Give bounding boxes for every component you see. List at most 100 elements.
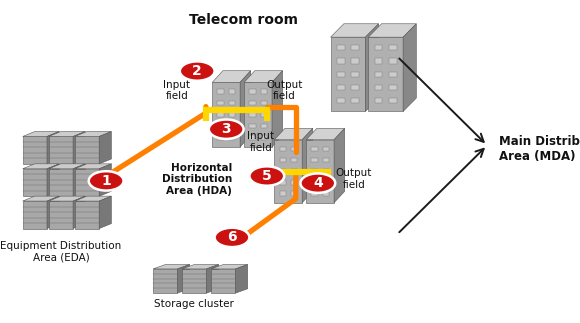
Circle shape <box>249 166 284 186</box>
Bar <box>153 269 177 293</box>
Polygon shape <box>99 196 111 229</box>
Bar <box>274 140 302 203</box>
Bar <box>375 98 382 103</box>
Text: 5: 5 <box>262 169 271 183</box>
Text: Main Distribution
Area (MDA): Main Distribution Area (MDA) <box>499 135 580 162</box>
Bar <box>260 135 267 140</box>
Bar <box>212 82 240 147</box>
Bar <box>249 135 256 140</box>
Bar <box>182 269 206 293</box>
Bar <box>375 85 382 90</box>
Text: Input
field: Input field <box>248 131 274 153</box>
Bar <box>218 124 224 129</box>
Bar <box>49 169 73 196</box>
Bar <box>368 37 403 111</box>
Bar <box>351 58 359 64</box>
Bar <box>229 124 235 129</box>
Bar <box>375 58 382 64</box>
Bar <box>260 101 267 105</box>
Bar <box>322 169 329 173</box>
Polygon shape <box>212 71 251 82</box>
Bar <box>229 135 235 140</box>
Bar <box>229 112 235 117</box>
Bar <box>351 98 359 103</box>
Bar <box>49 201 73 229</box>
Bar <box>23 201 47 229</box>
Bar <box>311 180 318 185</box>
Text: Output
field: Output field <box>266 80 302 101</box>
Text: Horizontal
Distribution
Area (HDA): Horizontal Distribution Area (HDA) <box>162 163 232 196</box>
Polygon shape <box>47 131 59 164</box>
Bar <box>337 45 345 50</box>
Polygon shape <box>23 164 59 169</box>
Polygon shape <box>211 265 248 269</box>
Bar <box>389 45 397 50</box>
Polygon shape <box>403 24 416 111</box>
Polygon shape <box>235 265 248 293</box>
Polygon shape <box>368 24 416 37</box>
Bar <box>229 101 235 105</box>
Polygon shape <box>49 131 85 136</box>
Bar <box>249 101 256 105</box>
Bar <box>291 147 297 151</box>
Bar <box>311 147 318 151</box>
Bar <box>218 135 224 140</box>
Bar <box>337 98 345 103</box>
Bar <box>389 72 397 77</box>
Bar <box>249 89 256 94</box>
Text: 4: 4 <box>313 176 322 190</box>
Text: 6: 6 <box>227 230 237 245</box>
Polygon shape <box>49 196 85 201</box>
Polygon shape <box>182 265 219 269</box>
Polygon shape <box>23 131 59 136</box>
Bar <box>337 72 345 77</box>
Bar <box>260 112 267 117</box>
Polygon shape <box>365 24 379 111</box>
Polygon shape <box>49 164 85 169</box>
Bar <box>291 169 297 173</box>
Polygon shape <box>177 265 190 293</box>
Bar <box>249 112 256 117</box>
Polygon shape <box>73 131 85 164</box>
Bar <box>75 169 99 196</box>
Bar <box>337 58 345 64</box>
Bar <box>351 85 359 90</box>
Text: 2: 2 <box>193 64 202 78</box>
Polygon shape <box>306 128 345 140</box>
Polygon shape <box>302 128 313 203</box>
Bar <box>229 89 235 94</box>
Polygon shape <box>99 131 111 164</box>
Polygon shape <box>272 71 282 147</box>
Polygon shape <box>334 128 345 203</box>
Circle shape <box>180 61 215 81</box>
Bar <box>244 82 272 147</box>
Polygon shape <box>75 164 111 169</box>
Bar <box>331 37 365 111</box>
Bar <box>23 136 47 164</box>
Bar <box>389 98 397 103</box>
Bar <box>337 85 345 90</box>
Circle shape <box>209 120 244 139</box>
Text: Output
field: Output field <box>336 169 372 190</box>
Bar <box>218 89 224 94</box>
Bar <box>351 45 359 50</box>
Bar <box>306 140 334 203</box>
Bar <box>218 112 224 117</box>
Bar <box>351 72 359 77</box>
Text: Storage cluster: Storage cluster <box>154 299 234 308</box>
Text: Input
field: Input field <box>164 80 190 101</box>
Polygon shape <box>274 128 313 140</box>
Bar <box>211 269 235 293</box>
Polygon shape <box>331 24 379 37</box>
Bar <box>322 192 329 196</box>
Polygon shape <box>75 131 111 136</box>
Bar <box>249 124 256 129</box>
Bar <box>311 169 318 173</box>
Bar <box>280 158 286 162</box>
Polygon shape <box>73 196 85 229</box>
Bar <box>260 89 267 94</box>
Polygon shape <box>153 265 190 269</box>
Polygon shape <box>23 196 59 201</box>
Text: Telecom room: Telecom room <box>189 13 298 27</box>
Bar <box>218 101 224 105</box>
